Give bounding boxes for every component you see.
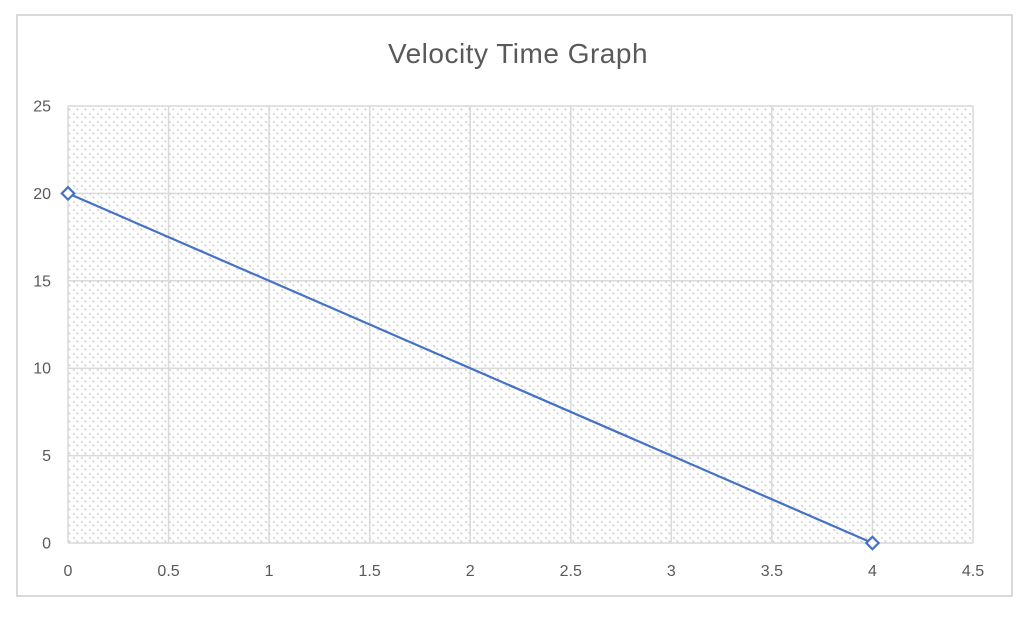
axis-labels: 0 5 10 15 20 25 0 0.5 1 1.5 2 2.5 3 3.5 4 4.5 bbox=[33, 99, 984, 581]
x-tick-label: 2 bbox=[466, 563, 475, 580]
x-tick-label: 1 bbox=[265, 563, 274, 580]
x-tick-label: 0.5 bbox=[157, 563, 179, 580]
y-tick-label: 15 bbox=[33, 273, 51, 290]
y-tick-label: 25 bbox=[33, 99, 51, 116]
chart-title: Velocity Time Graph bbox=[387, 38, 649, 69]
data-point-marker bbox=[60, 185, 76, 202]
x-tick-label: 3.5 bbox=[761, 563, 783, 580]
y-tick-label: 5 bbox=[42, 448, 51, 465]
x-tick-label: 0 bbox=[64, 563, 73, 580]
gridlines bbox=[67, 105, 974, 544]
x-tick-label: 4 bbox=[868, 563, 877, 580]
series-line bbox=[67, 192, 873, 545]
data-series bbox=[60, 185, 881, 551]
plot-hatch-background bbox=[68, 106, 973, 543]
data-point-marker bbox=[864, 535, 881, 551]
x-tick-label: 1.5 bbox=[359, 563, 381, 580]
y-tick-label: 10 bbox=[33, 361, 51, 378]
x-tick-label: 2.5 bbox=[560, 563, 582, 580]
x-tick-label: 4.5 bbox=[962, 563, 984, 580]
y-tick-label: 20 bbox=[33, 186, 51, 203]
x-tick-label: 3 bbox=[667, 563, 676, 580]
y-tick-label: 0 bbox=[42, 536, 51, 553]
